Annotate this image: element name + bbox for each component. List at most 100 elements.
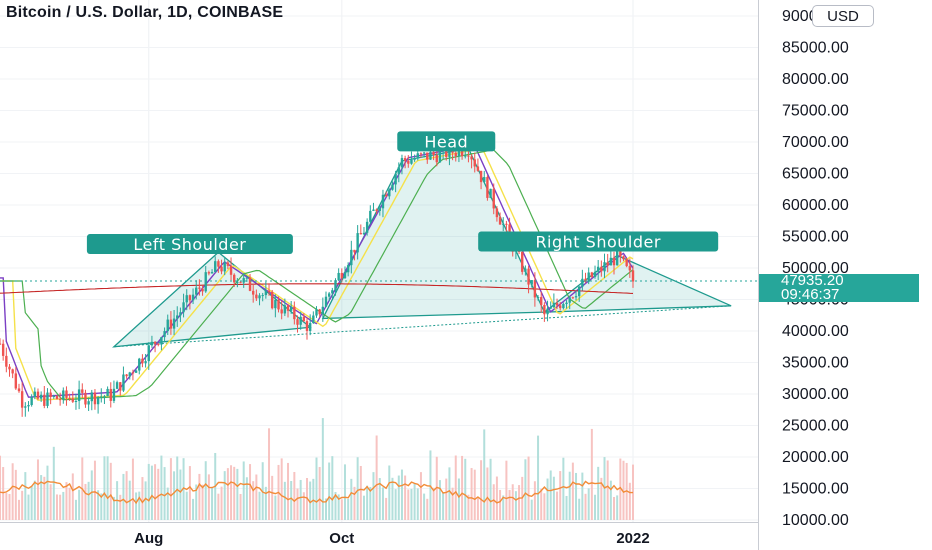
volume-bar xyxy=(122,473,125,520)
volume-bar xyxy=(11,463,14,520)
candle-body xyxy=(201,288,204,292)
volume-bar xyxy=(495,476,498,520)
candle-body xyxy=(277,299,280,310)
volume-bar xyxy=(271,475,274,520)
candle-body xyxy=(584,278,587,282)
candle-body xyxy=(172,318,176,329)
volume-bar xyxy=(106,456,109,520)
candle-body xyxy=(353,249,356,253)
volume-bar xyxy=(55,494,58,520)
volume-bar xyxy=(568,471,571,520)
currency-button[interactable]: USD xyxy=(812,5,874,27)
candle-body xyxy=(350,249,353,266)
volume-bar xyxy=(590,428,593,520)
volume-bar xyxy=(318,466,321,520)
volume-bar xyxy=(369,486,372,520)
candle-body xyxy=(195,287,198,295)
candle-body xyxy=(1,343,5,356)
volume-bar xyxy=(372,472,375,520)
volume-bar xyxy=(90,470,93,520)
candle-body xyxy=(435,154,438,163)
volume-bar xyxy=(299,479,302,520)
volume-bar xyxy=(163,467,166,520)
volume-bar xyxy=(457,478,460,520)
volume-bar xyxy=(464,458,467,520)
candle-body xyxy=(20,391,24,408)
candle-body xyxy=(407,160,410,164)
candle-body xyxy=(39,394,43,399)
candle-body xyxy=(577,286,581,297)
volume-bar xyxy=(508,489,511,520)
volume-bar xyxy=(74,499,77,520)
candle-body xyxy=(242,278,245,283)
volume-bar xyxy=(347,498,350,520)
volume-bar xyxy=(413,483,416,520)
candle-body xyxy=(606,262,609,266)
pattern-label-box xyxy=(86,234,293,255)
volume-bar xyxy=(179,469,182,520)
volume-bar xyxy=(21,490,24,520)
volume-bar xyxy=(606,460,609,520)
volume-bar xyxy=(30,486,33,520)
candle-body xyxy=(533,280,537,298)
candle-body xyxy=(321,306,325,315)
candle-body xyxy=(464,155,467,157)
candle-body xyxy=(299,316,302,325)
candle-body xyxy=(397,167,400,174)
candle-body xyxy=(615,248,619,266)
volume-bar xyxy=(135,492,138,520)
candle-body xyxy=(81,389,84,393)
volume-bar xyxy=(581,472,584,520)
candle-body xyxy=(17,388,21,392)
candle-body xyxy=(147,345,150,362)
volume-bar xyxy=(454,455,457,520)
candle-body xyxy=(33,391,37,397)
candle-body xyxy=(372,209,375,211)
candle-body xyxy=(255,294,258,299)
candle-body xyxy=(153,341,157,344)
candle-body xyxy=(55,395,59,400)
candle-body xyxy=(631,270,635,282)
volume-bar xyxy=(17,499,20,520)
y-tick-label: 80000.00 xyxy=(782,71,849,88)
ma-fast-line xyxy=(0,144,634,398)
volume-bar xyxy=(505,460,508,520)
y-tick-label: 65000.00 xyxy=(782,166,849,183)
candle-body xyxy=(223,262,226,272)
volume-bar xyxy=(397,475,400,520)
volume-bar xyxy=(233,466,236,520)
volume-bar xyxy=(293,471,296,520)
candle-body xyxy=(106,388,109,397)
volume-bar xyxy=(480,460,483,520)
candle-body xyxy=(58,399,62,401)
volume-bar xyxy=(290,481,293,520)
candle-body xyxy=(612,257,616,266)
candle-body xyxy=(457,148,461,157)
countdown-timer: 09:46:37 xyxy=(781,286,840,303)
candle-body xyxy=(400,158,404,168)
candle-body xyxy=(185,295,188,303)
volume-bar xyxy=(280,458,283,520)
volume-bar xyxy=(144,481,147,520)
volume-bar xyxy=(423,493,426,520)
volume-bar xyxy=(552,476,555,520)
volume-bar xyxy=(419,472,422,520)
volume-bar xyxy=(226,468,229,520)
candle-body xyxy=(62,390,65,400)
candle-body xyxy=(144,361,147,364)
volume-bar xyxy=(391,477,394,520)
candle-body xyxy=(416,153,419,159)
candle-body xyxy=(296,319,299,325)
volume-bar xyxy=(378,478,381,520)
pattern-label-box xyxy=(397,131,496,152)
volume-bar xyxy=(587,488,590,520)
candle-body xyxy=(182,302,185,313)
candle-body xyxy=(109,388,112,401)
volume-bar xyxy=(337,494,340,520)
candle-body xyxy=(356,233,359,253)
candle-body xyxy=(239,281,242,283)
candle-body xyxy=(308,323,312,331)
volume-bar xyxy=(628,482,631,520)
candle-body xyxy=(625,259,628,267)
